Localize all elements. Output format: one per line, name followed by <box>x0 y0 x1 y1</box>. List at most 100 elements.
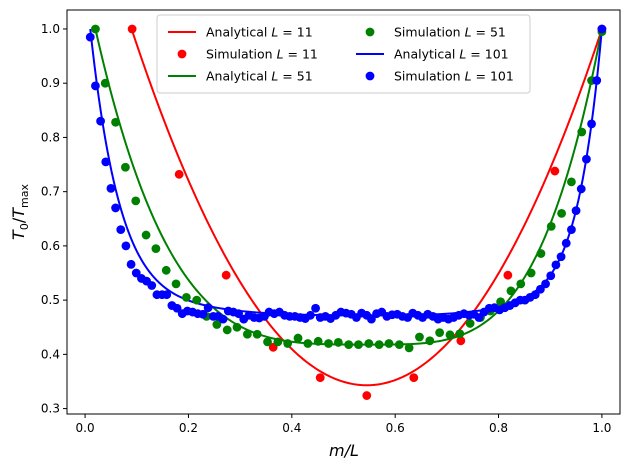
x-tick-label: 0.8 <box>489 421 508 435</box>
simulation-point-L51 <box>151 244 161 254</box>
y-axis-label: T0/Tmax <box>9 184 31 240</box>
y-tick-label: 0.8 <box>41 130 60 144</box>
simulation-point-L101 <box>96 116 105 126</box>
simulation-point-L101 <box>91 81 100 91</box>
simulation-point-L101 <box>111 203 120 213</box>
simulation-point-L101 <box>556 252 566 262</box>
plot-marks <box>85 24 607 400</box>
simulation-point-L101 <box>121 241 131 251</box>
x-tick-label: 1.0 <box>592 421 611 435</box>
simulation-point-L51 <box>577 127 587 137</box>
legend-dot-marker <box>365 71 375 81</box>
simulation-point-L51 <box>546 221 556 231</box>
simulation-point-L51 <box>232 322 242 332</box>
y-tick-label: 0.3 <box>41 402 60 416</box>
simulation-point-L101 <box>597 24 607 34</box>
simulation-point-L101 <box>306 310 315 320</box>
y-tick-label: 0.9 <box>41 76 60 90</box>
simulation-point-L11 <box>221 270 231 280</box>
simulation-point-L101 <box>203 303 213 313</box>
simulation-point-L51 <box>516 279 526 289</box>
simulation-point-L51 <box>506 286 516 296</box>
simulation-point-L51 <box>192 295 202 305</box>
legend-label: Analytical L = 51 <box>206 69 313 84</box>
simulation-point-L51 <box>404 343 414 353</box>
simulation-point-L51 <box>242 329 252 339</box>
simulation-point-L51 <box>313 336 323 346</box>
legend-label: Simulation L = 51 <box>394 25 506 40</box>
simulation-point-L51 <box>222 325 232 335</box>
x-axis-label: m/L <box>329 441 359 460</box>
x-tick-label: 0.0 <box>76 421 95 435</box>
simulation-point-L51 <box>171 279 181 289</box>
simulation-point-L101 <box>592 76 602 85</box>
y-tick-label: 1.0 <box>41 22 60 36</box>
simulation-point-L51 <box>324 339 333 348</box>
legend-label: Simulation L = 11 <box>206 47 318 62</box>
simulation-point-L101 <box>311 303 320 313</box>
simulation-point-L101 <box>85 32 95 42</box>
simulation-point-L51 <box>465 319 475 328</box>
simulation-point-L101 <box>587 119 596 129</box>
legend-label: Simulation L = 101 <box>394 69 514 84</box>
simulation-point-L101 <box>546 271 556 281</box>
legend-box <box>156 14 531 94</box>
simulation-point-L51 <box>384 339 394 348</box>
x-tick-label: 0.4 <box>282 421 301 435</box>
simulation-point-L51 <box>354 340 363 349</box>
simulation-point-L51 <box>333 338 343 347</box>
simulation-point-L11 <box>362 391 372 400</box>
simulation-point-L101 <box>106 184 116 193</box>
simulation-point-L51 <box>111 117 120 127</box>
simulation-point-L11 <box>409 373 419 383</box>
x-tick-label: 0.6 <box>386 421 405 435</box>
y-tick-label: 0.6 <box>41 239 60 253</box>
simulation-point-L51 <box>445 330 455 340</box>
simulation-point-L101 <box>582 154 591 164</box>
simulation-point-L51 <box>100 78 110 88</box>
simulation-point-L51 <box>293 333 303 343</box>
legend-label: Analytical L = 11 <box>206 25 313 40</box>
simulation-point-L51 <box>273 337 283 347</box>
plot-frame <box>66 9 621 415</box>
legend-dot-marker <box>177 49 187 59</box>
simulation-point-L51 <box>91 24 100 34</box>
simulation-point-L51 <box>374 340 384 349</box>
simulation-point-L101 <box>541 279 550 289</box>
simulation-point-L51 <box>121 162 130 172</box>
simulation-point-L51 <box>212 320 222 329</box>
simulation-point-L51 <box>435 328 445 338</box>
simulation-point-L11 <box>456 336 466 346</box>
simulation-point-L101 <box>561 238 571 248</box>
simulation-point-L51 <box>394 340 404 349</box>
y-tick-label: 0.7 <box>41 185 60 199</box>
simulation-point-L51 <box>425 336 435 346</box>
simulation-point-L51 <box>344 340 354 349</box>
simulation-point-L51 <box>283 339 293 348</box>
axis-ticks: 0.0 0.2 0.4 0.6 0.8 1.0 0.3 0.4 0.5 0.6 0.7 0.8 0.9 1… <box>41 22 612 435</box>
simulation-point-L101 <box>567 225 576 235</box>
legend: Analytical L = 11 Simulation L = 11 Analyt… <box>156 14 531 94</box>
simulation-point-L11 <box>550 166 560 176</box>
simulation-point-L11 <box>503 270 513 280</box>
simulation-point-L51 <box>526 268 536 278</box>
simulation-point-L51 <box>364 339 374 348</box>
simulation-point-L11 <box>127 24 137 34</box>
simulation-point-L51 <box>131 196 141 206</box>
simulation-point-L51 <box>141 230 151 240</box>
simulation-point-L101 <box>101 157 111 167</box>
x-tick-label: 0.2 <box>179 421 198 435</box>
simulation-point-L51 <box>415 332 424 342</box>
simulation-point-L101 <box>571 206 581 216</box>
simulation-point-L101 <box>126 259 136 269</box>
simulation-point-L51 <box>161 265 171 275</box>
simulation-point-L51 <box>557 208 566 218</box>
y-tick-label: 0.4 <box>41 347 60 361</box>
simulation-point-L11 <box>315 373 325 383</box>
analytical-curve-L11 <box>130 28 603 387</box>
simulation-point-L101 <box>551 260 561 270</box>
legend-label: Analytical L = 101 <box>394 47 509 62</box>
simulation-point-L101 <box>147 281 157 290</box>
simulation-point-L101 <box>198 309 208 319</box>
simulation-point-L101 <box>576 184 586 194</box>
